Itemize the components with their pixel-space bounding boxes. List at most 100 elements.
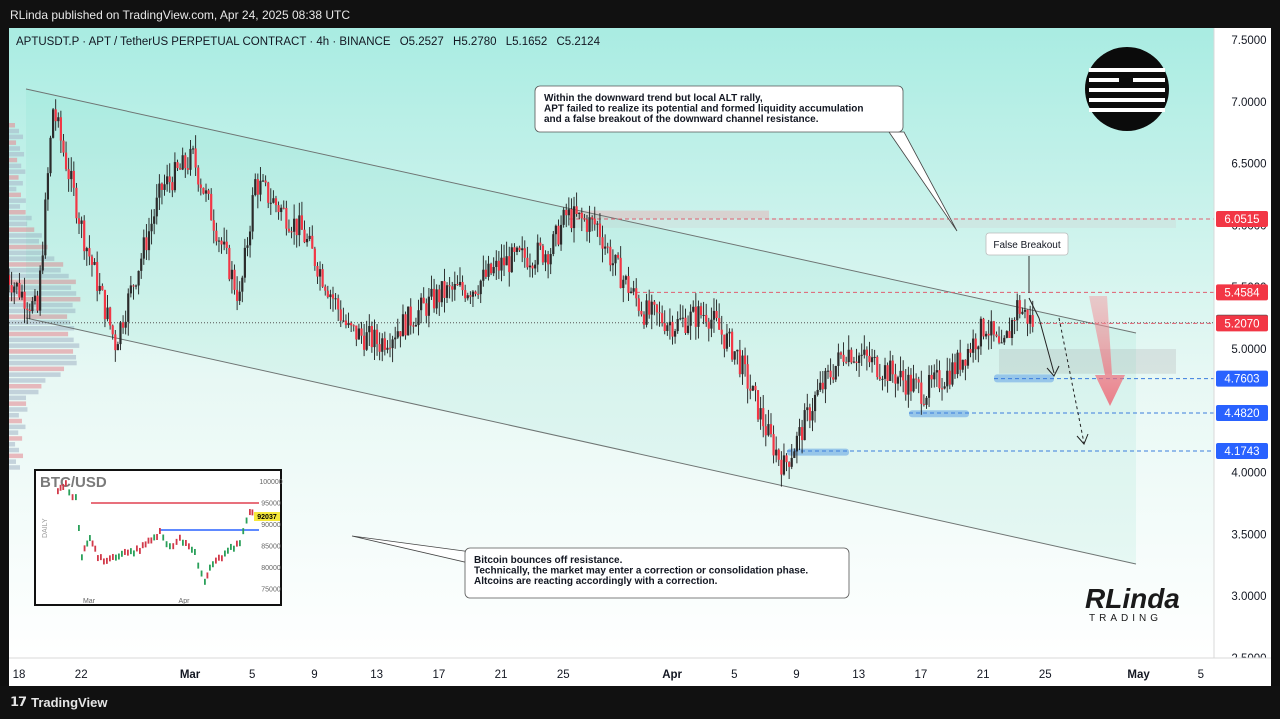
time-axis-label: 22 (75, 669, 88, 681)
btc-analysis-note: Bitcoin bounces off resistance.Technical… (351, 535, 850, 599)
inset-candle (209, 564, 211, 571)
candle-up (927, 374, 931, 398)
volume-profile-bar (9, 239, 39, 244)
candle-up (521, 248, 524, 251)
time-axis-label: 25 (557, 669, 570, 681)
consolidation-zone (999, 349, 1176, 374)
candle-down (715, 310, 718, 318)
candle-up (860, 354, 863, 356)
inset-candle (212, 561, 214, 568)
candle-up (119, 322, 122, 345)
candle-down (948, 370, 951, 385)
candle-up (733, 351, 736, 360)
red-down-arrow (1089, 296, 1125, 406)
chart-panel[interactable]: Within the downward trend but local ALT … (5, 28, 1271, 686)
candle-up (20, 291, 24, 298)
candle-down (845, 361, 848, 363)
candle-up (775, 449, 778, 456)
volume-profile-bar (9, 418, 22, 424)
candle-up (373, 329, 376, 348)
candle-down (699, 306, 703, 316)
inset-candle (83, 545, 86, 552)
candle-down (1013, 320, 1016, 322)
candle-down (868, 355, 871, 363)
inset-candle (118, 553, 120, 560)
inset-candle (172, 543, 175, 550)
tradingview-logo[interactable]: 𝟭𝟳 TradingView (10, 694, 107, 710)
candle-down (583, 218, 586, 220)
inset-candle (65, 480, 67, 487)
candle-down (233, 269, 236, 290)
candle-down (917, 379, 920, 383)
inset-candle (62, 483, 65, 490)
candle-up (562, 209, 565, 225)
volume-profile-bar (9, 233, 42, 238)
volume-profile-bar (9, 430, 19, 435)
inset-candle (206, 572, 209, 579)
volume-profile-bar (9, 123, 16, 128)
candle-down (764, 426, 767, 436)
inset-candle (81, 554, 83, 561)
candle-up (1016, 300, 1019, 321)
candle-up (852, 361, 856, 363)
watermark-line2: TRADING (1089, 613, 1162, 624)
watermark-line1: RLinda (1085, 583, 1180, 614)
price-tag-bg (1216, 405, 1268, 422)
price-tag: 4.1743 (1216, 443, 1268, 460)
volume-profile-bar (9, 244, 48, 250)
candle-down (114, 334, 117, 351)
candle-up (44, 199, 47, 256)
liquidity-box-2 (909, 410, 969, 418)
candle-down (601, 237, 604, 249)
label-box (985, 232, 1069, 256)
candle-up (536, 242, 539, 265)
candle-up (420, 297, 423, 311)
volume-profile-bar (9, 407, 28, 412)
candle-down (1008, 331, 1011, 338)
candle-up (305, 239, 309, 243)
candle-down (469, 295, 472, 297)
candle-down (287, 228, 291, 232)
price-chart[interactable]: Within the downward trend but local ALT … (5, 28, 1271, 686)
candle-down (404, 314, 407, 336)
candle-up (1003, 337, 1006, 343)
candle-down (1031, 315, 1034, 327)
candle-up (396, 331, 399, 338)
inset-candle (115, 554, 117, 561)
candle-down (992, 321, 995, 335)
candle-up (318, 269, 322, 277)
candle-up (824, 370, 827, 390)
candle-up (741, 355, 744, 375)
volume-profile-bar (9, 169, 26, 174)
candle-down (267, 182, 270, 203)
aptos-logo (1085, 47, 1169, 131)
time-axis[interactable]: 18 22 Mar 5 9 13 17 21 25 Apr 5 9 13 17 21 25 May 5 (13, 669, 1204, 681)
candle-up (31, 301, 34, 312)
candle-down (59, 117, 62, 141)
inset-candle (121, 550, 123, 557)
candle-up (46, 173, 50, 200)
inset-candle (204, 578, 206, 585)
candle-down (111, 325, 114, 335)
candle-down (865, 349, 868, 356)
candle-down (90, 256, 94, 265)
candle-down (513, 247, 516, 252)
candle-down (83, 220, 86, 252)
price-axis-label: 3.5000 (1231, 529, 1266, 541)
inset-price-label: 75000 (261, 587, 281, 594)
candle-down (808, 407, 811, 421)
inset-candle (245, 517, 248, 524)
volume-profile-bar (9, 401, 27, 406)
candle-up (611, 263, 614, 266)
candle-up (728, 331, 731, 334)
candle-down (285, 207, 288, 229)
candle-down (77, 218, 81, 224)
candle-up (85, 248, 88, 252)
candle-up (554, 225, 557, 235)
candle-up (873, 356, 876, 358)
inset-candle (162, 534, 165, 541)
candle-down (109, 307, 112, 326)
candle-down (886, 365, 889, 381)
price-axis-label: 5.0000 (1231, 344, 1266, 356)
candle-up (811, 411, 814, 421)
